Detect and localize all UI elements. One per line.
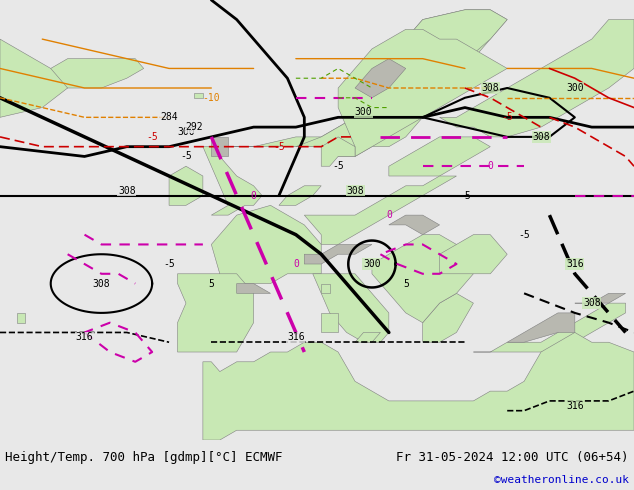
Text: 300: 300	[363, 259, 381, 269]
Polygon shape	[575, 294, 626, 303]
Text: 0: 0	[293, 259, 299, 269]
Text: Height/Temp. 700 hPa [gdmp][°C] ECMWF: Height/Temp. 700 hPa [gdmp][°C] ECMWF	[5, 450, 283, 464]
Text: 316: 316	[566, 259, 584, 269]
Polygon shape	[42, 59, 144, 88]
Polygon shape	[17, 313, 25, 323]
Text: -5: -5	[459, 191, 471, 200]
Polygon shape	[203, 147, 262, 215]
Polygon shape	[304, 245, 372, 264]
Text: 308: 308	[346, 186, 364, 196]
Text: 316: 316	[287, 332, 305, 343]
Text: 0: 0	[386, 210, 392, 220]
Text: 0: 0	[250, 191, 257, 200]
Text: 308: 308	[481, 83, 499, 93]
Text: 300: 300	[566, 83, 584, 93]
Polygon shape	[211, 205, 321, 284]
Polygon shape	[313, 274, 389, 342]
Polygon shape	[236, 284, 271, 294]
Text: 316: 316	[566, 401, 584, 411]
Text: 300: 300	[177, 127, 195, 137]
Polygon shape	[338, 29, 507, 156]
Polygon shape	[389, 137, 490, 176]
Polygon shape	[321, 313, 338, 332]
Polygon shape	[355, 59, 406, 98]
Polygon shape	[203, 332, 634, 440]
Polygon shape	[321, 284, 330, 294]
Text: -5: -5	[163, 259, 175, 269]
Text: 308: 308	[532, 132, 550, 142]
Polygon shape	[423, 294, 474, 342]
Text: -5: -5	[518, 230, 530, 240]
Text: -5: -5	[146, 132, 158, 142]
Polygon shape	[211, 10, 507, 156]
Polygon shape	[211, 137, 228, 156]
Polygon shape	[169, 166, 203, 205]
Text: -10: -10	[202, 93, 220, 103]
Text: -5: -5	[180, 151, 192, 161]
Text: 308: 308	[93, 279, 110, 289]
Polygon shape	[296, 10, 507, 147]
Polygon shape	[439, 20, 634, 137]
Text: 5: 5	[403, 279, 409, 289]
Polygon shape	[178, 274, 254, 352]
Polygon shape	[507, 313, 575, 342]
Text: -5: -5	[273, 142, 285, 152]
Text: 284: 284	[160, 112, 178, 122]
Text: 300: 300	[354, 107, 372, 118]
Text: 308: 308	[583, 298, 600, 308]
Polygon shape	[389, 215, 439, 235]
Polygon shape	[439, 235, 507, 274]
Text: 0: 0	[488, 161, 493, 171]
Polygon shape	[0, 39, 68, 117]
Text: -5: -5	[501, 112, 513, 122]
Text: -5: -5	[332, 161, 344, 171]
Text: ©weatheronline.co.uk: ©weatheronline.co.uk	[494, 475, 629, 485]
Polygon shape	[195, 93, 203, 98]
Text: 308: 308	[118, 186, 136, 196]
Text: Fr 31-05-2024 12:00 UTC (06+54): Fr 31-05-2024 12:00 UTC (06+54)	[396, 450, 629, 464]
Polygon shape	[279, 186, 321, 205]
Text: 292: 292	[186, 122, 204, 132]
Polygon shape	[321, 137, 355, 166]
Polygon shape	[355, 332, 380, 342]
Polygon shape	[474, 303, 626, 352]
Polygon shape	[304, 176, 456, 245]
Polygon shape	[372, 235, 474, 323]
Text: 5: 5	[209, 279, 214, 289]
Text: 316: 316	[75, 332, 93, 343]
